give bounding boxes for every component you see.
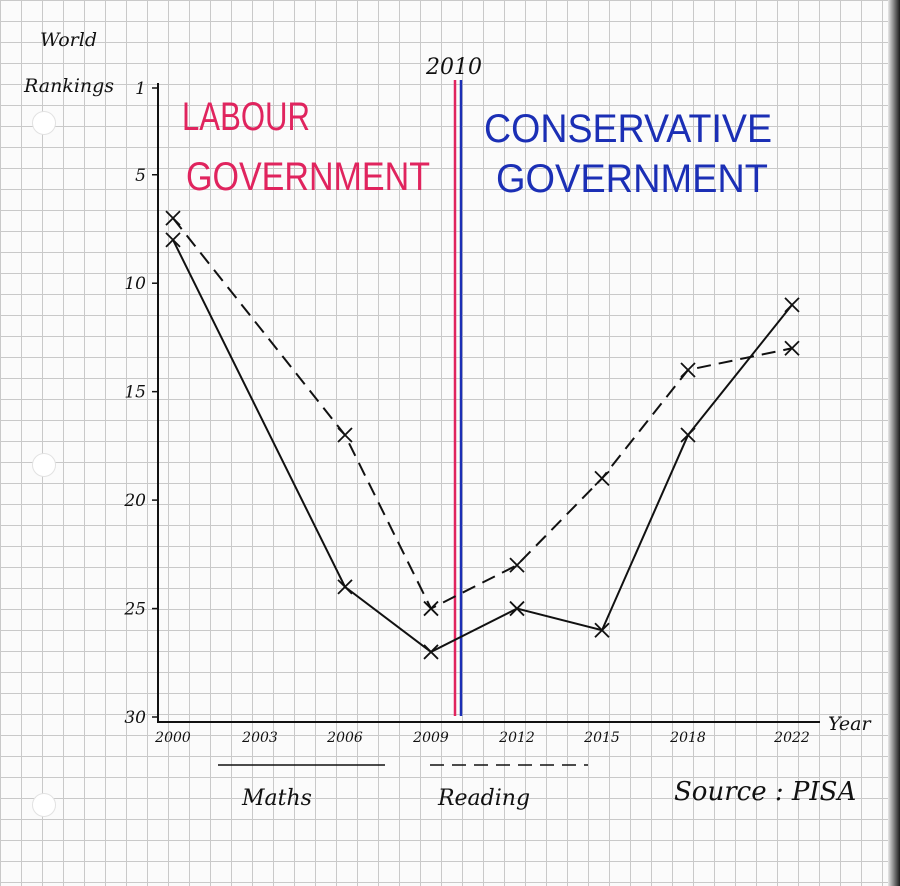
binder-hole-top <box>32 111 56 135</box>
x-tick-label: 2018 <box>669 730 706 746</box>
divider-label: 2010 <box>425 55 482 80</box>
y-tick-label: 1 <box>135 79 146 99</box>
conservative-annotation-line: GOVERNMENT <box>496 157 768 201</box>
legend-label-maths: Maths <box>241 786 312 811</box>
x-tick-label: 2015 <box>583 730 620 746</box>
y-tick-label: 5 <box>135 166 146 186</box>
binder-hole-bottom <box>32 793 56 817</box>
axis-labels: World Rankings Year Source : PISA <box>23 29 872 807</box>
source-note: Source : PISA <box>674 777 856 807</box>
y-tick-label: 25 <box>123 600 146 620</box>
x-tick-label: 2012 <box>498 730 535 746</box>
data-point-reading <box>165 210 181 226</box>
legend-label-reading: Reading <box>437 786 530 811</box>
data-point-reading <box>594 470 610 487</box>
legend: Maths Reading <box>218 764 588 811</box>
data-point-reading <box>509 557 525 573</box>
government-annotations: LABOUR GOVERNMENT CONSERVATIVE GOVERNMENT <box>182 95 772 201</box>
series-lines <box>165 210 800 660</box>
x-tick-label: 2003 <box>241 730 278 746</box>
y-tick-label: 20 <box>123 491 146 511</box>
data-point-reading <box>423 600 439 617</box>
divider-2010: 2010 <box>425 55 482 716</box>
axis-lines <box>157 83 820 723</box>
x-axis-label: Year <box>828 713 872 735</box>
data-point-maths <box>509 600 525 617</box>
x-tick-label: 2022 <box>773 730 810 746</box>
x-tick-label: 2009 <box>412 730 449 746</box>
y-axis-label-line: World <box>40 29 97 51</box>
series-line-reading <box>172 217 793 610</box>
y-axis-label-line: Rankings <box>23 75 114 97</box>
x-tick-label: 2000 <box>154 730 191 746</box>
y-tick-label: 10 <box>124 274 146 294</box>
data-point-maths <box>337 579 353 595</box>
data-point-maths <box>423 644 439 660</box>
data-point-reading <box>680 362 696 378</box>
y-tick-label: 15 <box>124 383 146 403</box>
data-point-reading <box>337 427 353 443</box>
labour-annotation-line: LABOUR <box>182 95 310 139</box>
data-point-maths <box>165 232 181 248</box>
data-point-reading <box>784 340 800 356</box>
x-tick-label: 2006 <box>326 730 363 746</box>
page-edge <box>888 0 900 886</box>
data-point-maths <box>594 622 610 638</box>
y-tick-label: 30 <box>124 708 146 728</box>
binder-hole-middle <box>32 453 56 477</box>
series-line-maths <box>172 239 793 654</box>
data-point-maths <box>680 427 696 443</box>
data-point-maths <box>784 297 800 313</box>
conservative-annotation-line: CONSERVATIVE <box>484 107 772 151</box>
labour-annotation-line: GOVERNMENT <box>186 155 430 199</box>
